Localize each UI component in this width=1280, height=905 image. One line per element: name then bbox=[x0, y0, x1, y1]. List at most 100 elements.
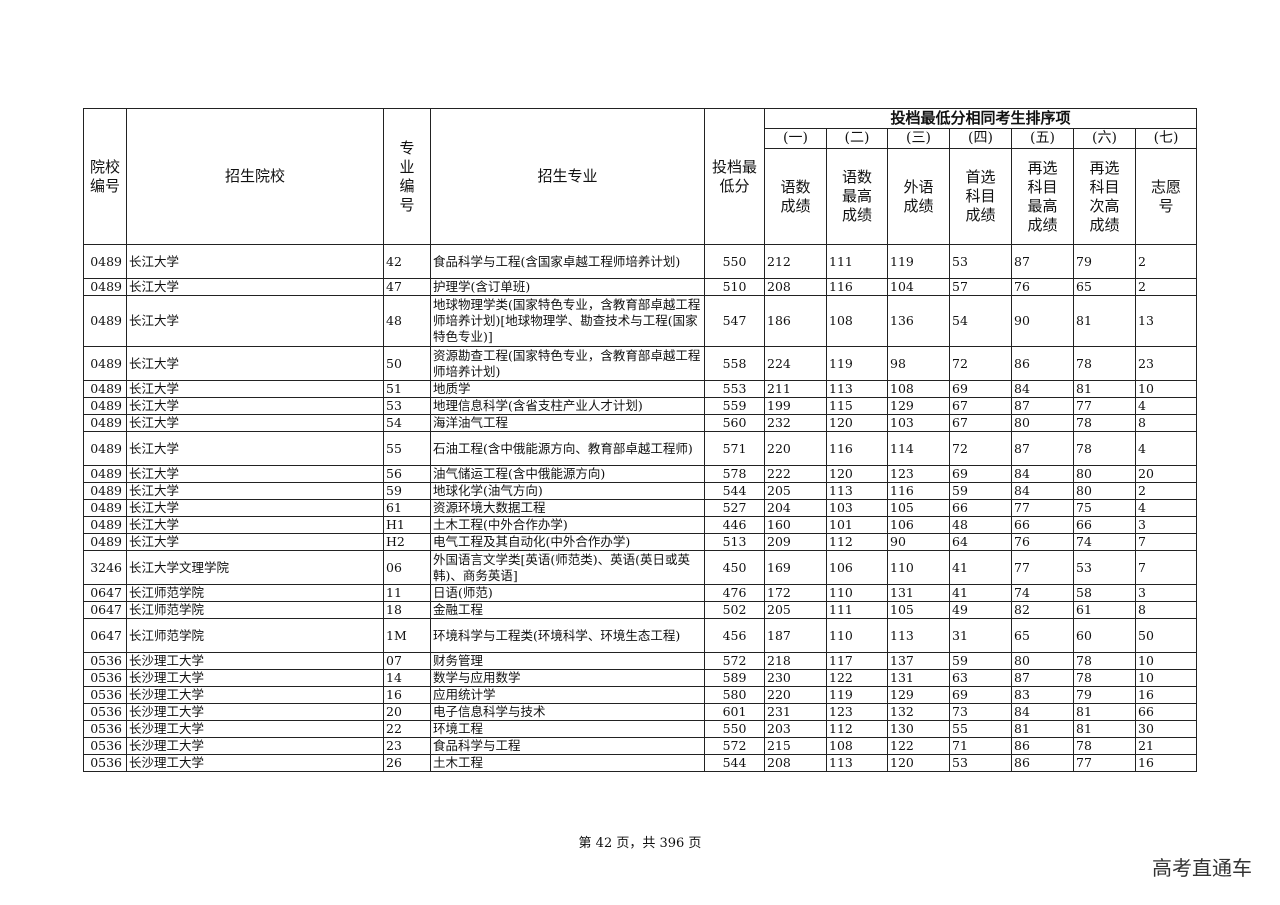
table-row: 0489 长江大学 56 油气储运工程(含中俄能源方向) 578 222 120 123 69 8… bbox=[83, 465, 1198, 483]
cell-min-score: 446 bbox=[704, 516, 765, 534]
cell-major-name: 土木工程(中外合作办学) bbox=[430, 516, 705, 534]
cell-major-code: 11 bbox=[383, 584, 431, 602]
cell-major-name: 环境工程 bbox=[430, 720, 705, 738]
table-row: 0536 长沙理工大学 22 环境工程 550 203 112 130 55 81 81 30 bbox=[83, 720, 1198, 738]
cell-score-elective-second: 65 bbox=[1073, 278, 1136, 296]
cell-major-code: 23 bbox=[383, 737, 431, 755]
cell-score-foreign-language: 123 bbox=[887, 465, 950, 483]
cell-major-code: 22 bbox=[383, 720, 431, 738]
header-major-code: 专业编号 bbox=[383, 108, 431, 245]
cell-school-name: 长江大学 bbox=[126, 499, 384, 517]
cell-score-chinese-math: 211 bbox=[764, 380, 827, 398]
table-row: 0489 长江大学 48 地球物理学类(国家特色专业，含教育部卓越工程师培养计划)[地… bbox=[83, 295, 1198, 347]
cell-major-name: 资源环境大数据工程 bbox=[430, 499, 705, 517]
cell-school-code: 0536 bbox=[83, 737, 127, 755]
page-number: 第 42 页，共 396 页 bbox=[578, 836, 702, 851]
header-tiebreak-item: 外语成绩 bbox=[887, 148, 950, 245]
cell-major-name: 环境科学与工程类(环境科学、环境生态工程) bbox=[430, 618, 705, 653]
cell-school-name: 长江大学 bbox=[126, 397, 384, 415]
header-tiebreak-number: (三) bbox=[887, 128, 950, 149]
cell-min-score: 572 bbox=[704, 652, 765, 670]
cell-score-chinese-math: 169 bbox=[764, 550, 827, 585]
cell-score-foreign-language: 113 bbox=[887, 618, 950, 653]
cell-score-first-subject: 48 bbox=[949, 516, 1012, 534]
cell-school-name: 长江大学 bbox=[126, 244, 384, 279]
table-row: 0647 长江师范学院 18 金融工程 502 205 111 105 49 82 61 8 bbox=[83, 601, 1198, 619]
cell-score-foreign-language: 116 bbox=[887, 482, 950, 500]
cell-school-name: 长江大学 bbox=[126, 431, 384, 466]
cell-school-code: 0489 bbox=[83, 465, 127, 483]
cell-score-elective-second: 78 bbox=[1073, 669, 1136, 687]
cell-score-first-subject: 72 bbox=[949, 431, 1012, 466]
cell-preference-number: 20 bbox=[1134, 465, 1198, 483]
cell-min-score: 578 bbox=[704, 465, 765, 483]
cell-major-code: H2 bbox=[383, 533, 431, 551]
cell-school-code: 0536 bbox=[83, 703, 127, 721]
cell-major-name: 资源勘查工程(国家特色专业，含教育部卓越工程师培养计划) bbox=[430, 346, 705, 381]
cell-score-elective-max: 66 bbox=[1011, 516, 1074, 534]
cell-score-chinese-math: 205 bbox=[764, 482, 827, 500]
cell-score-chinese-math-max: 117 bbox=[826, 652, 888, 670]
cell-score-foreign-language: 137 bbox=[887, 652, 950, 670]
cell-score-foreign-language: 110 bbox=[887, 550, 950, 585]
cell-score-chinese-math-max: 115 bbox=[826, 397, 888, 415]
cell-preference-number: 10 bbox=[1134, 652, 1198, 670]
cell-score-chinese-math-max: 120 bbox=[826, 414, 888, 432]
cell-min-score: 559 bbox=[704, 397, 765, 415]
header-tiebreak-number: (五) bbox=[1011, 128, 1074, 149]
cell-major-code: 20 bbox=[383, 703, 431, 721]
header-major: 招生专业 bbox=[430, 108, 705, 245]
header-tiebreak-item: 再选科目次高成绩 bbox=[1073, 148, 1136, 245]
cell-score-elective-second: 58 bbox=[1073, 584, 1136, 602]
cell-major-code: 06 bbox=[383, 550, 431, 585]
header-tiebreak-number: (六) bbox=[1073, 128, 1136, 149]
cell-major-code: 48 bbox=[383, 295, 431, 347]
cell-score-elective-second: 78 bbox=[1073, 414, 1136, 432]
cell-score-elective-max: 80 bbox=[1011, 414, 1074, 432]
cell-score-first-subject: 66 bbox=[949, 499, 1012, 517]
table-row: 0647 长江师范学院 1M 环境科学与工程类(环境科学、环境生态工程) 456 187 1… bbox=[83, 618, 1198, 653]
cell-school-code: 0489 bbox=[83, 295, 127, 347]
cell-school-name: 长江师范学院 bbox=[126, 584, 384, 602]
table-row: 0489 长江大学 53 地理信息科学(含省支柱产业人才计划) 559 199 115 129… bbox=[83, 397, 1198, 415]
cell-school-code: 0489 bbox=[83, 499, 127, 517]
cell-score-foreign-language: 108 bbox=[887, 380, 950, 398]
cell-score-first-subject: 59 bbox=[949, 652, 1012, 670]
cell-school-code: 0489 bbox=[83, 431, 127, 466]
cell-major-name: 应用统计学 bbox=[430, 686, 705, 704]
cell-min-score: 527 bbox=[704, 499, 765, 517]
cell-score-elective-max: 74 bbox=[1011, 584, 1074, 602]
cell-preference-number: 7 bbox=[1134, 533, 1198, 551]
cell-score-foreign-language: 131 bbox=[887, 584, 950, 602]
cell-school-code: 0536 bbox=[83, 652, 127, 670]
cell-school-name: 长江师范学院 bbox=[126, 618, 384, 653]
cell-score-chinese-math-max: 110 bbox=[826, 584, 888, 602]
cell-min-score: 476 bbox=[704, 584, 765, 602]
cell-school-code: 0489 bbox=[83, 414, 127, 432]
cell-preference-number: 16 bbox=[1134, 686, 1198, 704]
cell-school-code: 0647 bbox=[83, 618, 127, 653]
cell-school-code: 3246 bbox=[83, 550, 127, 585]
cell-score-foreign-language: 120 bbox=[887, 754, 950, 772]
cell-major-code: 47 bbox=[383, 278, 431, 296]
table-row: 0489 长江大学 59 地球化学(油气方向) 544 205 113 116 59 84 80 2 bbox=[83, 482, 1198, 500]
cell-min-score: 544 bbox=[704, 482, 765, 500]
cell-major-name: 海洋油气工程 bbox=[430, 414, 705, 432]
cell-score-elective-second: 78 bbox=[1073, 431, 1136, 466]
cell-score-first-subject: 53 bbox=[949, 754, 1012, 772]
cell-score-foreign-language: 103 bbox=[887, 414, 950, 432]
table-row: 0489 长江大学 51 地质学 553 211 113 108 69 84 81 10 bbox=[83, 380, 1198, 398]
cell-score-chinese-math-max: 113 bbox=[826, 380, 888, 398]
cell-score-foreign-language: 98 bbox=[887, 346, 950, 381]
cell-min-score: 513 bbox=[704, 533, 765, 551]
cell-min-score: 510 bbox=[704, 278, 765, 296]
cell-score-foreign-language: 130 bbox=[887, 720, 950, 738]
cell-major-name: 地理信息科学(含省支柱产业人才计划) bbox=[430, 397, 705, 415]
cell-major-code: 07 bbox=[383, 652, 431, 670]
cell-score-foreign-language: 132 bbox=[887, 703, 950, 721]
cell-score-first-subject: 63 bbox=[949, 669, 1012, 687]
cell-score-foreign-language: 114 bbox=[887, 431, 950, 466]
cell-score-chinese-math-max: 103 bbox=[826, 499, 888, 517]
cell-preference-number: 10 bbox=[1134, 669, 1198, 687]
cell-major-name: 食品科学与工程(含国家卓越工程师培养计划) bbox=[430, 244, 705, 279]
